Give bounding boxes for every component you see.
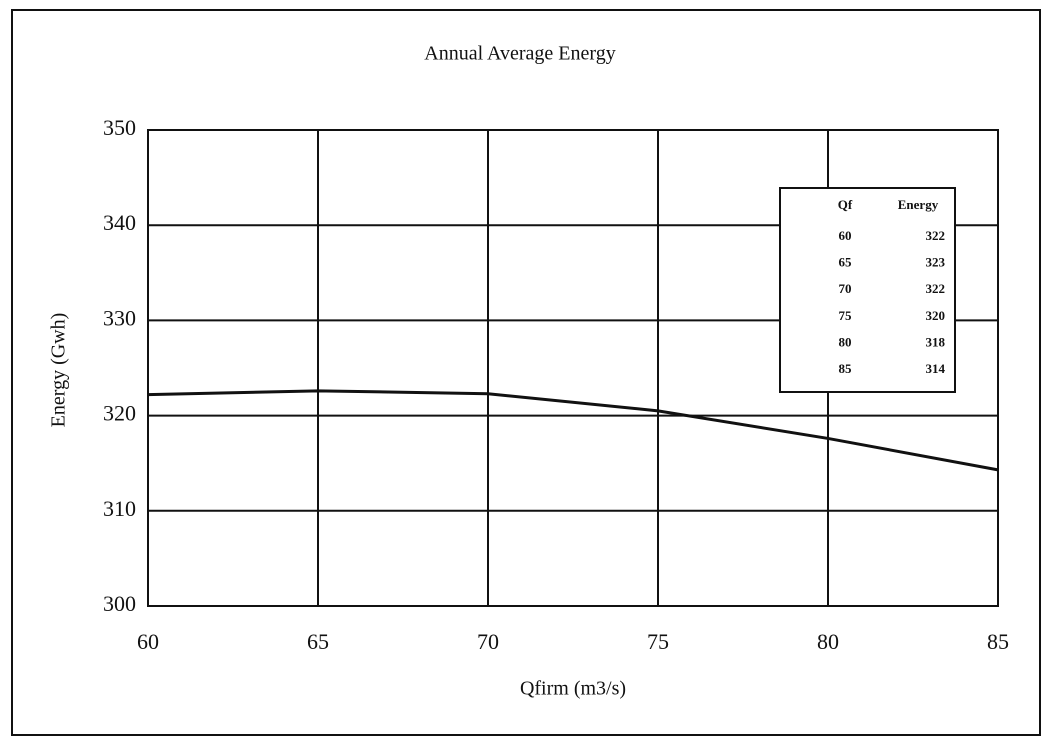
x-tick-label: 65 (307, 629, 329, 654)
y-axis-label: Energy (Gwh) (48, 313, 70, 428)
x-tick-label: 70 (477, 629, 499, 654)
table-cell: 75 (839, 308, 853, 323)
data-table (779, 187, 956, 393)
y-tick-label: 300 (103, 591, 136, 616)
table-cell: 85 (839, 361, 853, 376)
x-tick-label: 85 (987, 629, 1009, 654)
y-tick-label: 350 (103, 115, 136, 140)
table-cell: 318 (926, 334, 946, 349)
table-cell: 60 (839, 228, 852, 243)
x-tick-label: 80 (817, 629, 839, 654)
table-cell: 322 (926, 228, 946, 243)
table-cell: 65 (839, 255, 853, 270)
table-cell: 322 (926, 281, 946, 296)
table-cell: 314 (926, 361, 946, 376)
table-cell: 70 (839, 281, 852, 296)
x-tick-label: 75 (647, 629, 669, 654)
y-tick-label: 340 (103, 210, 136, 235)
y-tick-label: 310 (103, 496, 136, 521)
table-cell: 80 (839, 334, 852, 349)
table-cell: 320 (926, 308, 946, 323)
y-tick-label: 330 (103, 305, 136, 330)
chart-title: Annual Average Energy (424, 43, 615, 65)
x-tick-label: 60 (137, 629, 159, 654)
data-line (147, 389, 999, 472)
table-cell: 323 (926, 255, 946, 270)
table-header: Qf (838, 197, 853, 212)
x-axis-label: Qfirm (m3/s) (520, 678, 626, 700)
table-header: Energy (898, 197, 939, 212)
y-tick-label: 320 (103, 401, 136, 426)
